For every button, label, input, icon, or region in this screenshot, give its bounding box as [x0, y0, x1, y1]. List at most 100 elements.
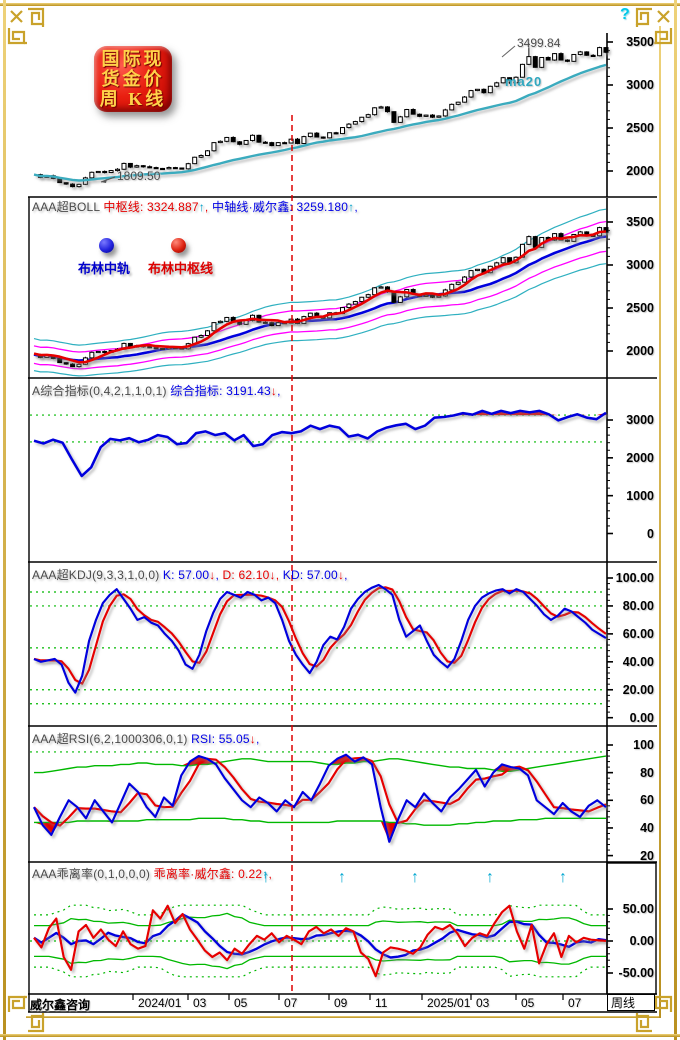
header-part: ,	[256, 732, 260, 746]
header-part: ↓	[249, 732, 256, 746]
header-part: AAA超BOLL	[32, 200, 104, 214]
timeline-label: 11	[375, 996, 388, 1010]
header-part: ,	[275, 568, 283, 582]
up-arrow-marker: ↑	[262, 869, 270, 886]
period-selector[interactable]: 周线	[607, 994, 655, 1011]
y-axis-label: 20.00	[622, 682, 654, 697]
frame-right-inner	[659, 26, 661, 1018]
header-part: ,	[268, 867, 273, 881]
logo-line: 周 K线	[99, 89, 167, 109]
y-axis-label: 2000	[626, 164, 654, 178]
frame-bottom-inner	[26, 1016, 659, 1018]
y-axis-label: 80	[640, 765, 654, 780]
super_kdj-header: AAA超KDJ(9,3,3,1,0,0) K: 57.00↓, D: 62.10…	[32, 566, 348, 583]
header-part: K: 57.00	[162, 568, 210, 582]
y-axis-label: 3500	[626, 215, 654, 229]
header-part: D: 62.10	[222, 568, 270, 582]
y-axis-label: 40	[640, 820, 654, 835]
frame-top	[0, 3, 680, 6]
frame-left	[3, 0, 6, 1040]
y-axis-label: 60	[640, 793, 654, 808]
y-axis-label: 3000	[626, 413, 654, 427]
up-arrow-marker: ↑	[486, 869, 494, 886]
brand-label: 威尔鑫咨询	[30, 998, 91, 1012]
header-part: AAA超RSI(6,2,1000306,0,1)	[32, 732, 192, 746]
corner-ornament-bottom-left	[7, 995, 45, 1033]
frame-right-outer	[674, 0, 677, 1040]
ma20-label: ma20	[505, 74, 543, 89]
header-part: ↓	[270, 384, 278, 398]
y-axis-label: -50.00	[618, 966, 654, 980]
marked-high-label: 3499.84	[517, 36, 561, 50]
up-arrow-marker: ↑	[559, 869, 567, 886]
y-axis-label: 2000	[626, 344, 654, 358]
y-axis-label: 40.00	[622, 654, 654, 669]
header-part: ↓	[337, 568, 345, 582]
y-axis-label: 60.00	[622, 626, 654, 641]
timeline-label: 07	[284, 996, 298, 1010]
header-part: 中轴线·威尔鑫: 3259.180	[212, 200, 349, 214]
logo-line: 货金价	[101, 69, 165, 89]
y-axis-label: 1000	[626, 488, 654, 503]
header-part: ,	[215, 568, 223, 582]
header-part: ,	[354, 200, 358, 214]
y-axis-label: 0.00	[629, 710, 654, 725]
timeline-label: 2024/01	[138, 996, 182, 1010]
y-axis-label: 100.00	[615, 571, 654, 585]
y-axis-label: 2000	[626, 450, 654, 465]
header-part: 乖离率·威尔鑫: 0.22	[153, 867, 263, 881]
legend-label-boll-pivot[interactable]: 布林中枢线	[148, 261, 214, 276]
timeline-label: 07	[568, 996, 582, 1010]
y-axis-label: 3000	[626, 78, 654, 92]
up-arrow-marker: ↑	[338, 869, 346, 886]
header-part: ↓	[209, 568, 216, 582]
header-part: ↑	[198, 200, 205, 214]
bias_rate-header: AAA乖离率(0,1,0,0,0) 乖离率·威尔鑫: 0.22↑,	[32, 865, 272, 882]
header-part: RSI: 55.05	[191, 732, 250, 746]
legend-dot-boll-mid[interactable]	[99, 238, 114, 253]
help-icon[interactable]: ?	[620, 6, 630, 23]
super_rsi-header: AAA超RSI(6,2,1000306,0,1) RSI: 55.05↓,	[32, 730, 260, 747]
header-part: 综合指标: 3191.43	[170, 384, 271, 398]
y-axis-label: 2500	[626, 301, 654, 315]
y-axis-label: 2500	[626, 121, 654, 135]
y-axis-label: 0.00	[629, 934, 654, 948]
timeline-label: 2025/01	[427, 996, 471, 1010]
marked-low-label: 1809.50	[117, 169, 161, 183]
up-arrow-marker: ↑	[411, 869, 419, 886]
logo-line: 国际现	[101, 49, 165, 69]
timeline-label: 03	[193, 996, 207, 1010]
y-axis-label: 20	[640, 848, 654, 863]
y-axis-label: 3500	[626, 35, 654, 49]
timeline-label: 03	[476, 996, 490, 1010]
frame-bottom-outer	[0, 1034, 680, 1037]
legend-dot-boll-pivot[interactable]	[171, 238, 186, 253]
super_boll-header: AAA超BOLL 中枢线: 3324.887↑, 中轴线·威尔鑫: 3259.1…	[32, 198, 358, 215]
y-axis-label: 0	[647, 526, 654, 541]
header-part: ,	[204, 200, 212, 214]
header-part: 中枢线: 3324.887	[103, 200, 199, 214]
header-part: ,	[277, 384, 281, 398]
timeline-label: 05	[521, 996, 535, 1010]
corner-ornament-top-left	[7, 7, 45, 45]
y-axis-label: 50.00	[622, 902, 654, 916]
header-part: A综合指标(0,4,2,1,1,0,1)	[32, 384, 171, 398]
timeline-label: 05	[234, 996, 248, 1010]
y-axis-label: 3000	[626, 258, 654, 272]
header-part: ↑	[348, 200, 355, 214]
y-axis-label: 100	[633, 738, 654, 752]
header-part: ↓	[269, 568, 276, 582]
composite_index-header: A综合指标(0,4,2,1,1,0,1) 综合指标: 3191.43↓,	[32, 382, 281, 399]
header-part: ↑	[262, 867, 269, 881]
y-axis-label: 80.00	[622, 598, 654, 613]
header-part: AAA乖离率(0,1,0,0,0)	[32, 867, 154, 881]
corner-ornament-top-right	[635, 7, 673, 45]
legend-label-boll-mid[interactable]: 布林中轨	[78, 261, 131, 276]
app-logo: 国际现 货金价 周 K线	[94, 46, 172, 112]
header-part: AAA超KDJ(9,3,3,1,0,0)	[32, 568, 163, 582]
header-part: ,	[344, 568, 348, 582]
header-part: KD: 57.00	[282, 568, 338, 582]
